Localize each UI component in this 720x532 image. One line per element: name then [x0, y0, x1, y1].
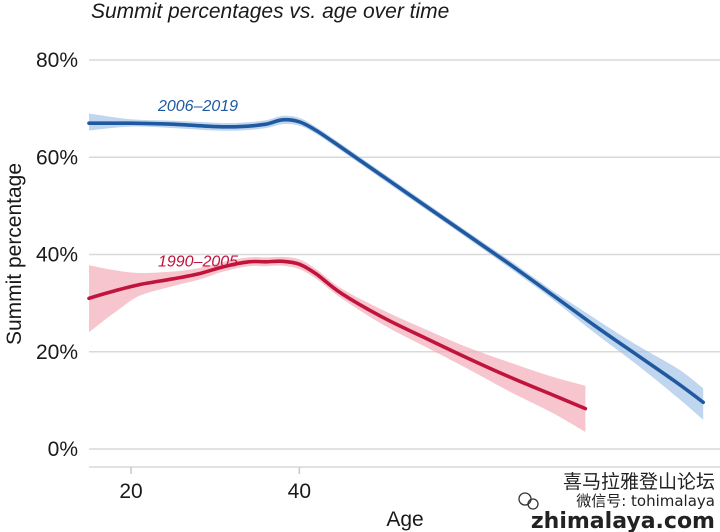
x-tick-labels: 20 40: [119, 480, 311, 503]
series-lines: [87, 117, 705, 411]
y-tick-label: 40%: [36, 244, 78, 267]
series-line-2006-2019: [87, 117, 705, 405]
chart-title: Summit percentages vs. age over time: [91, 0, 449, 23]
y-axis-title: Summit percentage: [3, 163, 26, 345]
x-tick-label: 20: [119, 480, 142, 503]
y-tick-label: 60%: [36, 146, 78, 169]
series-label-1990-2005: 1990–2005: [158, 254, 238, 271]
y-tick-labels: 0% 20% 40% 60% 80%: [36, 49, 78, 461]
series-line-1990-2005: [87, 259, 588, 411]
watermark-wechat-text: 微信号: tohimalaya: [576, 492, 715, 510]
wechat-icon: [518, 492, 539, 510]
watermark-chinese-text: 喜马拉雅登山论坛: [563, 471, 715, 493]
y-tick-label: 80%: [36, 49, 78, 72]
confidence-band-1990-2005: [89, 256, 586, 432]
x-axis-title: Age: [386, 508, 423, 531]
y-tick-label: 20%: [36, 341, 78, 364]
series-label-2006-2019: 2006–2019: [157, 98, 238, 115]
y-tick-label: 0%: [48, 438, 78, 461]
grid: [89, 59, 720, 474]
watermark-site-text: zhimalaya.com: [531, 509, 715, 532]
x-tick-label: 40: [288, 480, 311, 503]
series-labels: 2006–2019 1990–2005: [157, 98, 238, 271]
confidence-bands: [89, 113, 704, 432]
watermark: 喜马拉雅登山论坛 微信号: tohimalaya zhimalaya.com: [518, 471, 715, 532]
